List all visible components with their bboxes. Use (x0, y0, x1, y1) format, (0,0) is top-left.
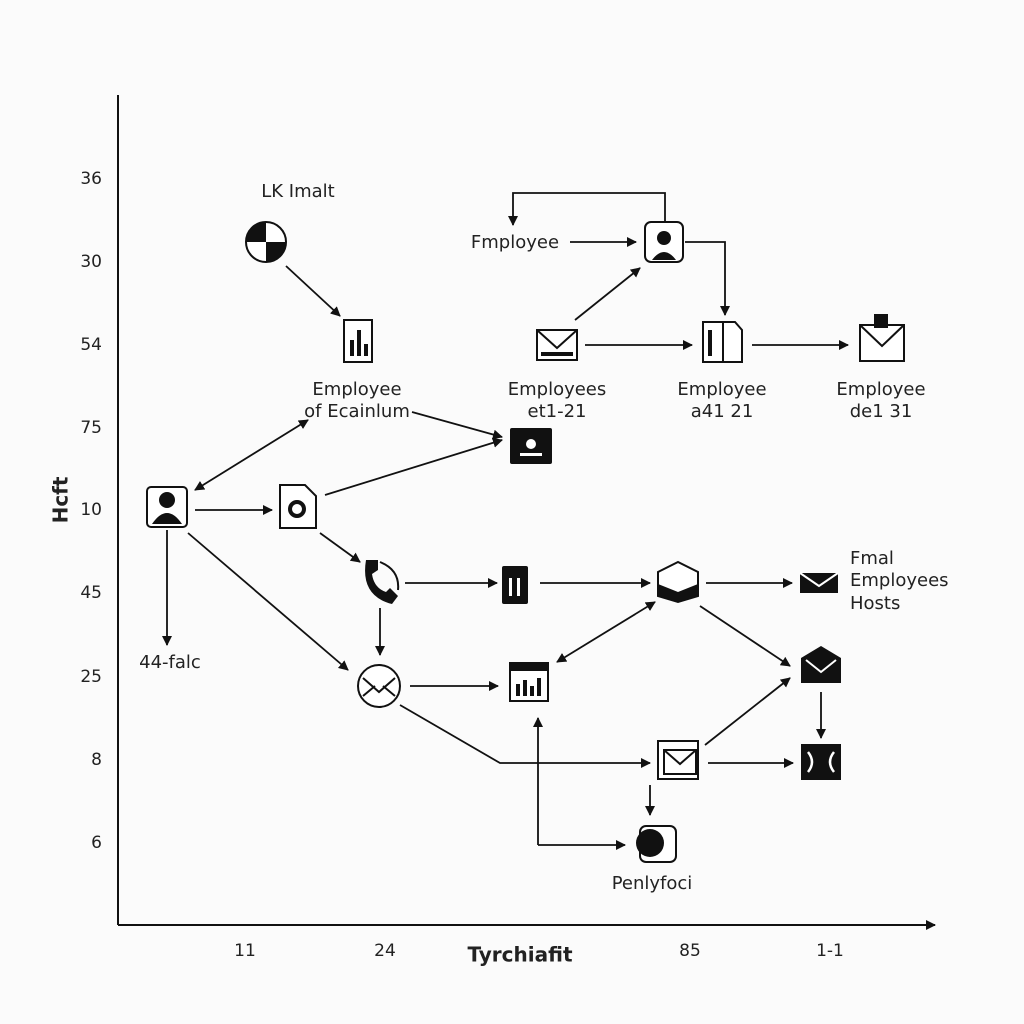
y-tick-label: 6 (91, 833, 102, 853)
mail-circle-icon (357, 664, 401, 708)
arrows (162, 192, 849, 850)
headset-icon (644, 221, 684, 263)
arrow (508, 192, 666, 226)
trash-icon (502, 566, 528, 604)
node-label: 44-falc (139, 652, 201, 673)
arrow (324, 437, 503, 496)
node-label: de1 31 (850, 401, 913, 422)
node-label: et1-21 (528, 401, 587, 422)
node-label: Employees (850, 570, 949, 591)
y-tick-label: 75 (80, 418, 102, 438)
dark-box-icon (801, 744, 841, 780)
pie-icon (245, 221, 287, 263)
mailbox-icon (657, 740, 699, 780)
icons (146, 221, 905, 863)
node-label: Penlyfoci (612, 873, 693, 894)
x-tick-label: 11 (234, 941, 256, 961)
node-label: Employee (312, 379, 401, 400)
node-label: of Ecainlum (304, 401, 410, 422)
box-icon (657, 560, 699, 604)
x-tick-label: 85 (679, 941, 701, 961)
mail-icon (799, 572, 839, 593)
arrow (699, 605, 791, 667)
y-tick-label: 30 (80, 252, 102, 272)
open-mail-icon (801, 646, 841, 683)
chart-icon (509, 662, 549, 702)
mail-icon (536, 329, 578, 361)
files-icon (702, 321, 743, 363)
y-tick-label: 25 (80, 667, 102, 687)
mail-icon (859, 314, 905, 362)
arrow (574, 267, 641, 321)
x-axis-label: Tyrchiafit (468, 943, 573, 967)
arrow (187, 532, 349, 671)
arrow (704, 677, 791, 746)
y-tick-label: 10 (80, 500, 102, 520)
node-label: Fmployee (471, 232, 559, 253)
node-label: Hosts (850, 593, 900, 614)
gear-doc-icon (279, 484, 317, 529)
node-label: LK Imalt (261, 181, 335, 202)
node-label: Employee (677, 379, 766, 400)
labels: LK Imalt Fmployee Employee of Ecainlum E… (139, 181, 948, 894)
arrow (556, 601, 656, 663)
node-label: Fmal (850, 548, 894, 569)
arrow (194, 419, 309, 491)
face-icon (636, 825, 677, 863)
folder-icon (510, 428, 552, 464)
y-tick-label: 8 (91, 750, 102, 770)
person-icon (146, 486, 188, 528)
arrow (411, 411, 503, 440)
y-axis-label: Hcft (49, 476, 73, 523)
x-tick-label: 24 (374, 941, 396, 961)
node-label: Employees (508, 379, 607, 400)
arrow (319, 532, 361, 563)
arrow (685, 241, 730, 316)
y-tick-label: 45 (80, 583, 102, 603)
phone-icon (365, 560, 400, 604)
x-tick-label: 1-1 (816, 941, 844, 961)
document-icon (343, 319, 373, 363)
y-tick-label: 54 (80, 335, 102, 355)
node-label: Employee (836, 379, 925, 400)
axes: 36 30 54 75 10 45 25 8 6 11 24 85 1-1 Ty… (49, 95, 936, 967)
node-label: a41 21 (691, 401, 754, 422)
arrow (285, 265, 341, 317)
y-tick-label: 36 (80, 169, 102, 189)
arrow (399, 704, 651, 768)
